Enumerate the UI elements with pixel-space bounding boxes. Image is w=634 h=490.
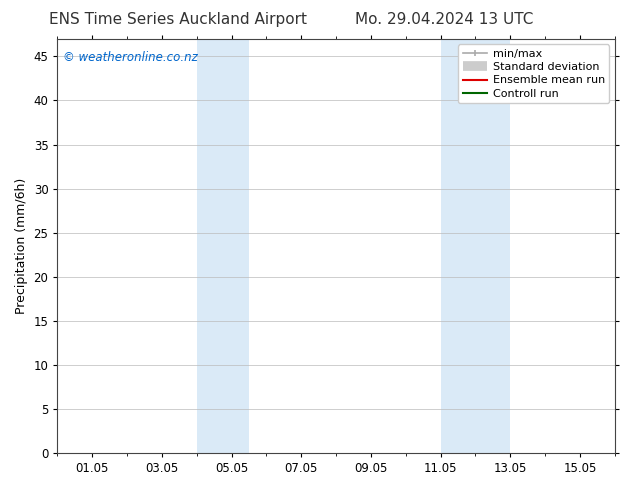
Legend: min/max, Standard deviation, Ensemble mean run, Controll run: min/max, Standard deviation, Ensemble me… [458,44,609,103]
Bar [441,39,510,453]
Text: © weatheronline.co.nz: © weatheronline.co.nz [63,51,198,64]
Y-axis label: Precipitation (mm/6h): Precipitation (mm/6h) [15,178,28,314]
Bar [197,39,249,453]
Text: Mo. 29.04.2024 13 UTC: Mo. 29.04.2024 13 UTC [354,12,533,27]
Text: ENS Time Series Auckland Airport: ENS Time Series Auckland Airport [49,12,306,27]
